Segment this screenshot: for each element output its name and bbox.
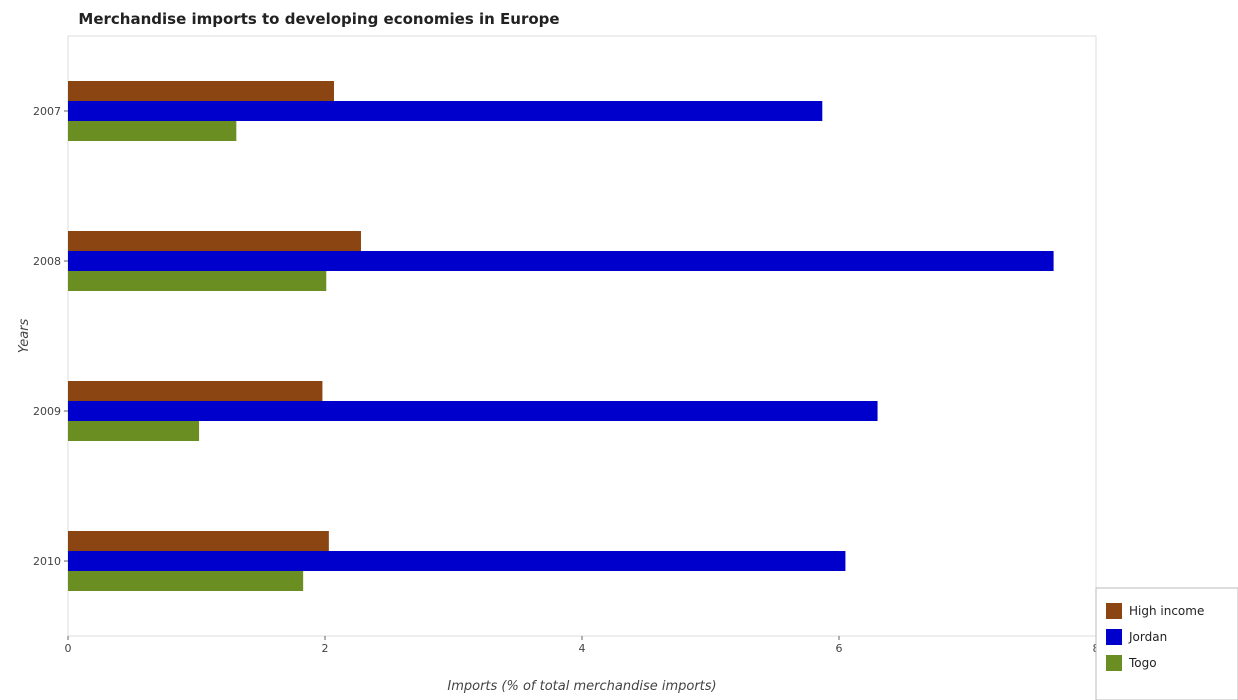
x-tick-label: 2	[322, 642, 329, 655]
bar-jordan-2007	[68, 101, 823, 121]
x-tick-label: 4	[579, 642, 586, 655]
x-axis-label: Imports (% of total merchandise imports)	[447, 679, 716, 694]
bar-high-income-2007	[68, 81, 334, 101]
y-ticks: 2007 2008 2009 2010	[33, 105, 68, 568]
bar-high-income-2008	[68, 231, 361, 251]
bar-togo-2008	[68, 271, 327, 291]
legend-label-high-income: High income	[1129, 604, 1204, 618]
y-tick-label: 2007	[33, 105, 61, 118]
bar-high-income-2010	[68, 531, 329, 551]
legend-label-jordan: Jordan	[1128, 630, 1167, 644]
legend-swatch-high-income	[1106, 603, 1122, 619]
bar-togo-2007	[68, 121, 237, 141]
bar-jordan-2008	[68, 251, 1054, 271]
y-tick-label: 2008	[33, 255, 61, 268]
x-tick-label: 6	[836, 642, 843, 655]
bar-togo-2010	[68, 571, 304, 591]
bar-togo-2009	[68, 421, 200, 441]
bar-jordan-2010	[68, 551, 846, 571]
legend: High income Jordan Togo	[1095, 587, 1238, 700]
x-ticks: 02468	[65, 636, 1100, 655]
legend-swatch-jordan	[1106, 629, 1122, 645]
bars-group	[68, 81, 1054, 591]
bar-high-income-2009	[68, 381, 323, 401]
y-tick-label: 2009	[33, 405, 61, 418]
y-axis-label: Years	[17, 318, 32, 353]
legend-swatch-togo	[1106, 655, 1122, 671]
x-tick-label: 0	[65, 642, 72, 655]
chart-title: Merchandise imports to developing econom…	[78, 10, 559, 28]
bar-jordan-2009	[68, 401, 878, 421]
y-tick-label: 2010	[33, 555, 61, 568]
legend-label-togo: Togo	[1128, 656, 1157, 670]
